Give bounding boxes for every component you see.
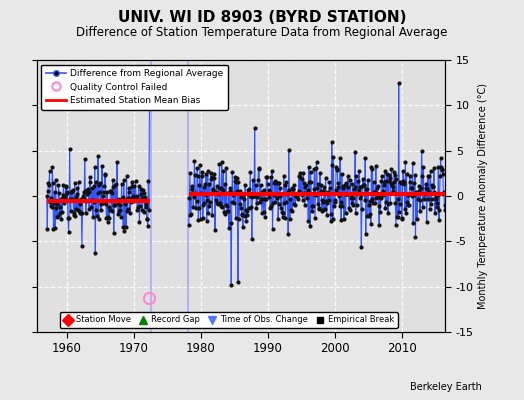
- Legend: Station Move, Record Gap, Time of Obs. Change, Empirical Break: Station Move, Record Gap, Time of Obs. C…: [60, 312, 398, 328]
- Text: Difference of Station Temperature Data from Regional Average: Difference of Station Temperature Data f…: [77, 26, 447, 39]
- Y-axis label: Monthly Temperature Anomaly Difference (°C): Monthly Temperature Anomaly Difference (…: [478, 83, 488, 309]
- Text: Berkeley Earth: Berkeley Earth: [410, 382, 482, 392]
- Text: UNIV. WI ID 8903 (BYRD STATION): UNIV. WI ID 8903 (BYRD STATION): [118, 10, 406, 25]
